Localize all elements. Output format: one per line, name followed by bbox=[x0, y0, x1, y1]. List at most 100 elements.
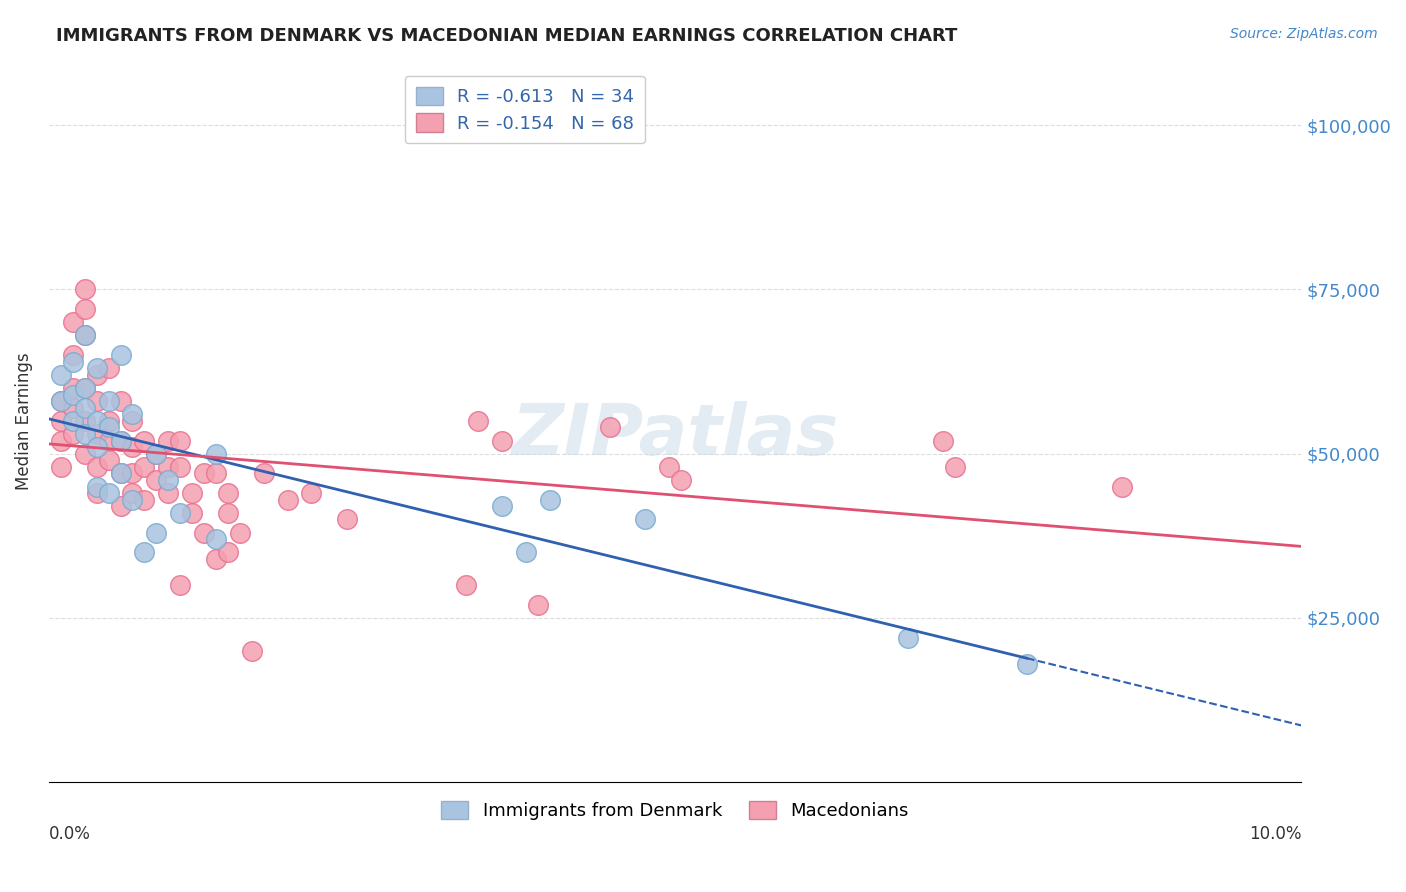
Point bbox=[145, 473, 167, 487]
Point bbox=[110, 348, 132, 362]
Point bbox=[121, 440, 143, 454]
Point bbox=[134, 434, 156, 448]
Point bbox=[145, 447, 167, 461]
Point bbox=[97, 361, 120, 376]
Point bbox=[62, 401, 84, 415]
Point bbox=[134, 492, 156, 507]
Point bbox=[897, 631, 920, 645]
Point bbox=[110, 467, 132, 481]
Point bbox=[229, 525, 252, 540]
Point bbox=[73, 328, 96, 343]
Point bbox=[86, 440, 108, 454]
Legend: Immigrants from Denmark, Macedonians: Immigrants from Denmark, Macedonians bbox=[430, 790, 920, 830]
Point bbox=[169, 459, 191, 474]
Point bbox=[491, 500, 513, 514]
Point bbox=[157, 486, 180, 500]
Point bbox=[253, 467, 276, 481]
Text: 0.0%: 0.0% bbox=[49, 825, 91, 844]
Text: 10.0%: 10.0% bbox=[1249, 825, 1302, 844]
Point bbox=[240, 644, 263, 658]
Point bbox=[86, 459, 108, 474]
Point bbox=[73, 447, 96, 461]
Point bbox=[73, 401, 96, 415]
Point bbox=[599, 420, 621, 434]
Point bbox=[121, 467, 143, 481]
Point bbox=[73, 302, 96, 317]
Point bbox=[97, 434, 120, 448]
Point bbox=[62, 355, 84, 369]
Point bbox=[134, 545, 156, 559]
Point bbox=[157, 459, 180, 474]
Point bbox=[73, 427, 96, 442]
Point bbox=[157, 473, 180, 487]
Point bbox=[73, 328, 96, 343]
Point bbox=[49, 414, 72, 428]
Point bbox=[1015, 657, 1038, 671]
Point bbox=[86, 368, 108, 382]
Point bbox=[62, 348, 84, 362]
Text: IMMIGRANTS FROM DENMARK VS MACEDONIAN MEDIAN EARNINGS CORRELATION CHART: IMMIGRANTS FROM DENMARK VS MACEDONIAN ME… bbox=[56, 27, 957, 45]
Point bbox=[73, 283, 96, 297]
Point bbox=[456, 578, 478, 592]
Point bbox=[205, 532, 228, 546]
Point bbox=[527, 598, 550, 612]
Point bbox=[86, 479, 108, 493]
Point bbox=[217, 545, 239, 559]
Point bbox=[97, 453, 120, 467]
Point bbox=[169, 434, 191, 448]
Point bbox=[299, 486, 322, 500]
Point bbox=[121, 407, 143, 421]
Point bbox=[62, 387, 84, 401]
Point bbox=[86, 427, 108, 442]
Point bbox=[49, 434, 72, 448]
Point bbox=[205, 467, 228, 481]
Point bbox=[538, 492, 561, 507]
Point bbox=[1111, 479, 1133, 493]
Point bbox=[193, 467, 215, 481]
Point bbox=[73, 414, 96, 428]
Point bbox=[169, 506, 191, 520]
Point bbox=[110, 434, 132, 448]
Point bbox=[217, 506, 239, 520]
Point bbox=[62, 427, 84, 442]
Point bbox=[62, 381, 84, 395]
Point bbox=[932, 434, 955, 448]
Point bbox=[62, 414, 84, 428]
Point bbox=[49, 394, 72, 409]
Point bbox=[658, 459, 681, 474]
Point bbox=[467, 414, 489, 428]
Point bbox=[97, 414, 120, 428]
Point bbox=[336, 512, 359, 526]
Point bbox=[193, 525, 215, 540]
Point bbox=[97, 420, 120, 434]
Point bbox=[157, 434, 180, 448]
Point bbox=[73, 381, 96, 395]
Point bbox=[205, 447, 228, 461]
Point bbox=[97, 394, 120, 409]
Point bbox=[86, 394, 108, 409]
Point bbox=[145, 525, 167, 540]
Point bbox=[62, 315, 84, 329]
Point bbox=[97, 486, 120, 500]
Point bbox=[110, 500, 132, 514]
Point bbox=[110, 394, 132, 409]
Point bbox=[49, 368, 72, 382]
Point bbox=[945, 459, 967, 474]
Text: Source: ZipAtlas.com: Source: ZipAtlas.com bbox=[1230, 27, 1378, 41]
Point bbox=[49, 394, 72, 409]
Point bbox=[634, 512, 657, 526]
Point bbox=[276, 492, 298, 507]
Y-axis label: Median Earnings: Median Earnings bbox=[15, 352, 32, 490]
Point bbox=[669, 473, 692, 487]
Point bbox=[181, 486, 204, 500]
Point bbox=[110, 434, 132, 448]
Point bbox=[134, 459, 156, 474]
Point bbox=[205, 551, 228, 566]
Point bbox=[491, 434, 513, 448]
Point bbox=[121, 414, 143, 428]
Point bbox=[121, 492, 143, 507]
Point bbox=[217, 486, 239, 500]
Point bbox=[73, 381, 96, 395]
Point bbox=[110, 467, 132, 481]
Point bbox=[169, 578, 191, 592]
